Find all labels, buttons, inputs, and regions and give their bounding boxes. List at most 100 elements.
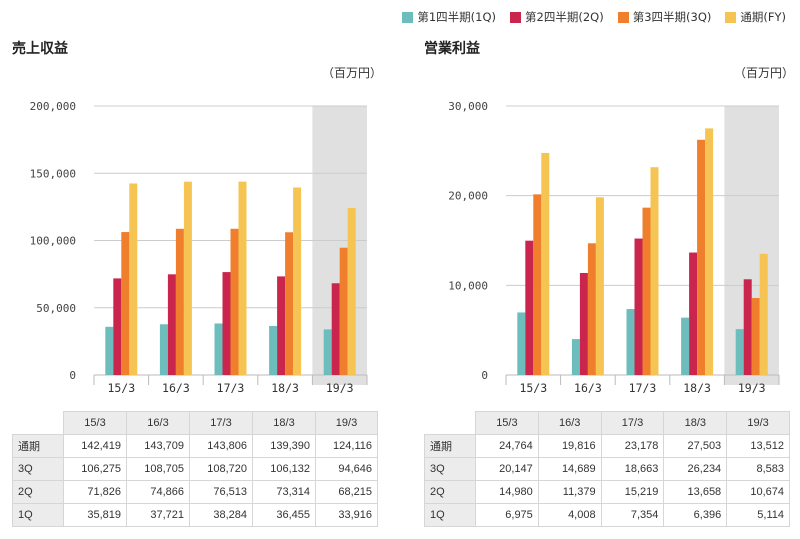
- table-cell: 143,709: [126, 434, 190, 458]
- bar-3q: [642, 207, 651, 375]
- table-cell: 19,816: [537, 434, 602, 458]
- y-tick-label: 20,000: [448, 190, 488, 203]
- bar-2q: [525, 240, 534, 375]
- table-cell: 68,215: [315, 480, 378, 504]
- table-row: 3Q 106,275 108,705 108,720 106,132 94,64…: [12, 457, 378, 481]
- table-header-cell: 15/3: [63, 411, 127, 435]
- bar-3q: [751, 298, 760, 375]
- table-row-label: 3Q: [12, 457, 64, 481]
- revenue-unit: （百万円）: [321, 66, 382, 80]
- operating-profit-title: 営業利益: [424, 41, 480, 57]
- x-tick-label: 16/3: [162, 381, 190, 395]
- bar-3q: [533, 194, 542, 375]
- table-cell: 5,114: [726, 503, 790, 527]
- bar-1q: [269, 325, 278, 375]
- revenue-chart: 0 50,000 100,000 150,000 200,000 15/3 16/3 17/3…: [30, 100, 368, 395]
- table-corner: [12, 411, 64, 435]
- bar-2q: [634, 238, 643, 375]
- table-row: 通期 142,419 143,709 143,806 139,390 124,1…: [12, 434, 378, 458]
- operating-profit-chart: 0 10,000 20,000 30,000 15/3 16/3 17/3 18/3 19/3: [448, 100, 780, 395]
- table-cell: 71,826: [63, 480, 127, 504]
- bar-3q: [230, 228, 239, 375]
- revenue-table: 15/3 16/3 17/3 18/3 19/3 通期 142,419 143,…: [12, 411, 378, 527]
- bar-1q: [681, 317, 690, 375]
- table-row-label: 1Q: [424, 503, 476, 527]
- bar-1q: [323, 329, 332, 375]
- legend-swatch-2q: [510, 11, 522, 23]
- table-cell: 8,583: [726, 457, 790, 481]
- table-cell: 73,314: [252, 480, 316, 504]
- table-cell: 13,512: [726, 434, 790, 458]
- legend-swatch-1q: [402, 11, 414, 23]
- bar-fy: [759, 253, 768, 375]
- table-cell: 36,455: [252, 503, 316, 527]
- table-cell: 74,866: [126, 480, 190, 504]
- table-corner: [424, 411, 476, 435]
- table-row: 通期 24,764 19,816 23,178 27,503 13,512: [424, 434, 790, 458]
- bar-1q: [626, 309, 635, 375]
- x-tick-label: 19/3: [326, 381, 354, 395]
- table-cell: 14,689: [537, 457, 602, 481]
- table-cell: 139,390: [252, 434, 316, 458]
- y-tick-label: 200,000: [30, 100, 76, 113]
- bar-2q: [579, 272, 588, 375]
- table-cell: 27,503: [663, 434, 728, 458]
- table-row-label: 1Q: [12, 503, 64, 527]
- table-cell: 15,219: [600, 480, 665, 504]
- table-header-cell: 16/3: [537, 411, 602, 435]
- bar-fy: [347, 208, 356, 375]
- y-tick-label: 150,000: [30, 167, 76, 180]
- x-tick-label: 17/3: [217, 381, 245, 395]
- table-row-label: 通期: [12, 434, 64, 458]
- table-cell: 124,116: [315, 434, 378, 458]
- bar-3q: [175, 228, 184, 375]
- legend-item-fy: 通期(FY): [725, 9, 786, 25]
- table-cell: 11,379: [537, 480, 602, 504]
- table-row: 2Q 71,826 74,866 76,513 73,314 68,215: [12, 480, 378, 504]
- table-cell: 24,764: [475, 434, 539, 458]
- table-cell: 33,916: [315, 503, 378, 527]
- table-cell: 6,975: [475, 503, 539, 527]
- y-tick-label: 100,000: [30, 235, 76, 248]
- revenue-table-header: 15/3 16/3 17/3 18/3 19/3: [12, 411, 378, 435]
- bar-2q: [277, 276, 286, 375]
- x-tick-label: 15/3: [107, 381, 135, 395]
- table-cell: 10,674: [726, 480, 790, 504]
- legend-swatch-3q: [617, 11, 629, 23]
- bar-3q: [285, 232, 294, 375]
- legend-swatch-fy: [725, 11, 737, 23]
- table-cell: 7,354: [600, 503, 665, 527]
- table-header-cell: 19/3: [726, 411, 790, 435]
- operating-profit-table: 15/3 16/3 17/3 18/3 19/3 通期 24,764 19,81…: [424, 411, 790, 527]
- x-tick-label: 16/3: [574, 381, 602, 395]
- bar-fy: [238, 181, 247, 375]
- operating-profit-table-header: 15/3 16/3 17/3 18/3 19/3: [424, 411, 790, 435]
- bar-3q: [697, 139, 706, 375]
- bar-fy: [650, 167, 659, 375]
- table-cell: 38,284: [189, 503, 253, 527]
- table-cell: 35,819: [63, 503, 127, 527]
- y-tick-label: 50,000: [36, 302, 76, 315]
- table-cell: 6,396: [663, 503, 728, 527]
- y-tick-label: 30,000: [448, 100, 488, 113]
- x-tick-label: 17/3: [629, 381, 657, 395]
- bar-fy: [183, 181, 192, 375]
- bar-2q: [113, 278, 122, 375]
- bar-fy: [705, 128, 714, 375]
- revenue-title: 売上収益: [12, 41, 68, 57]
- bar-2q: [331, 283, 340, 375]
- x-tick-label: 15/3: [519, 381, 547, 395]
- table-row: 3Q 20,147 14,689 18,663 26,234 8,583: [424, 457, 790, 481]
- revenue-panel: 売上収益 （百万円） 0 50,000 100,000 150,000 200,000 1…: [12, 38, 390, 527]
- table-cell: 18,663: [600, 457, 665, 481]
- table-cell: 37,721: [126, 503, 190, 527]
- bar-1q: [735, 329, 744, 375]
- table-cell: 106,132: [252, 457, 316, 481]
- bar-1q: [214, 323, 223, 375]
- table-header-cell: 18/3: [252, 411, 316, 435]
- table-header-cell: 18/3: [663, 411, 728, 435]
- table-cell: 108,720: [189, 457, 253, 481]
- legend-label-fy: 通期(FY): [740, 10, 786, 24]
- table-cell: 23,178: [600, 434, 665, 458]
- operating-profit-unit: （百万円）: [733, 66, 794, 80]
